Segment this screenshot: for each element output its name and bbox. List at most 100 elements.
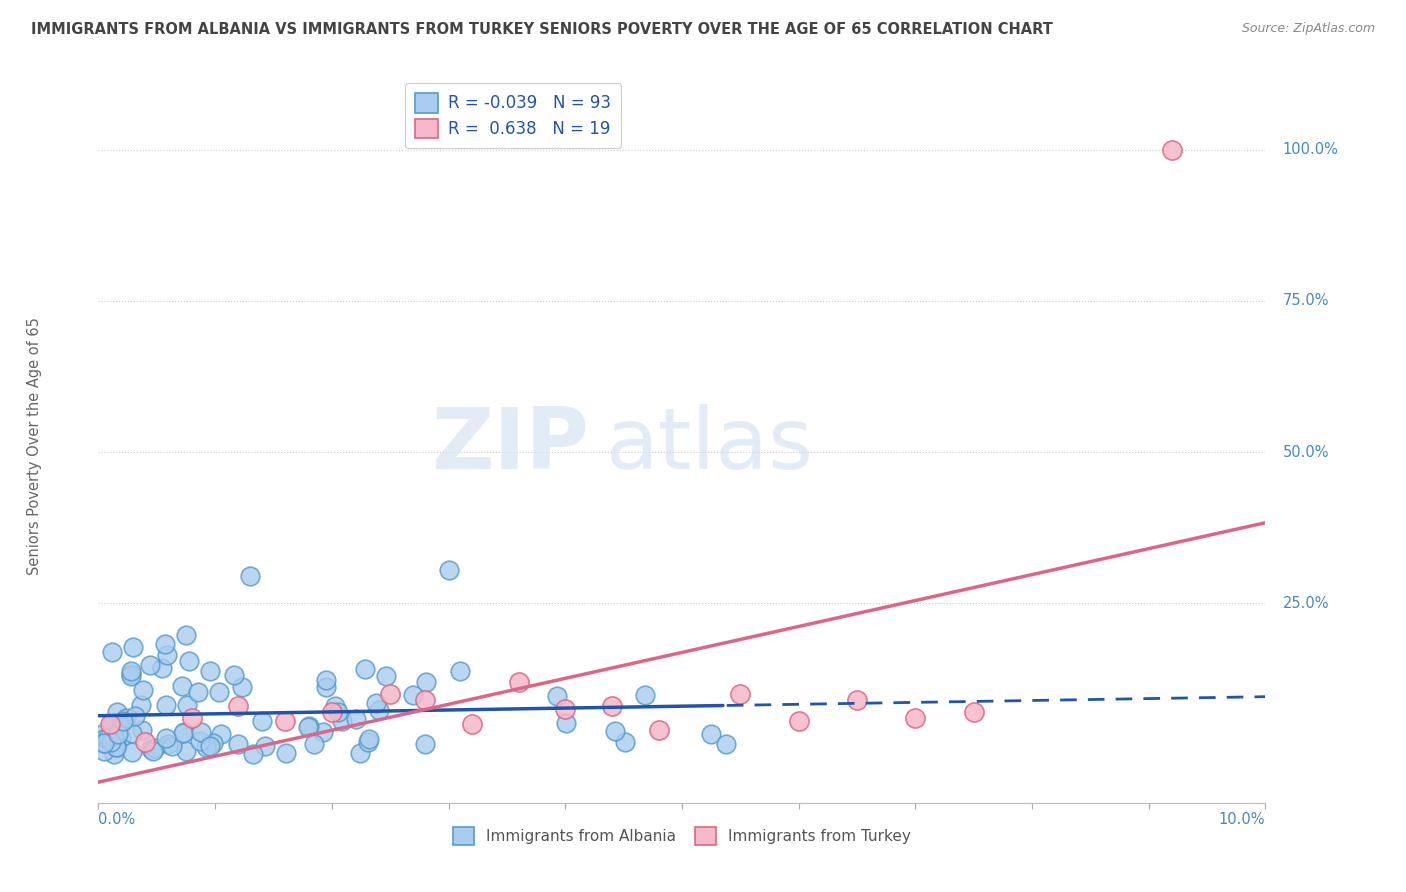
Legend: Immigrants from Albania, Immigrants from Turkey: Immigrants from Albania, Immigrants from…	[446, 820, 918, 852]
Point	[188, 733, 211, 747]
Point	[98, 717, 121, 731]
Point	[344, 712, 367, 726]
Point	[231, 680, 253, 694]
Point	[105, 739, 128, 754]
Point	[202, 736, 225, 750]
Text: 10.0%: 10.0%	[1219, 812, 1265, 827]
Point	[228, 699, 250, 714]
Point	[122, 640, 145, 654]
Point	[354, 663, 377, 677]
Point	[121, 726, 143, 740]
Point	[101, 717, 124, 731]
Point	[134, 735, 156, 749]
Point	[461, 717, 484, 731]
Text: atlas: atlas	[606, 404, 814, 488]
Point	[250, 714, 273, 728]
Text: IMMIGRANTS FROM ALBANIA VS IMMIGRANTS FROM TURKEY SENIORS POVERTY OVER THE AGE O: IMMIGRANTS FROM ALBANIA VS IMMIGRANTS FR…	[31, 22, 1053, 37]
Point	[120, 664, 142, 678]
Point	[97, 731, 120, 745]
Point	[449, 664, 471, 678]
Point	[93, 731, 115, 745]
Point	[298, 719, 321, 733]
Point	[129, 698, 152, 713]
Point	[222, 668, 245, 682]
Point	[304, 737, 326, 751]
Point	[328, 705, 350, 719]
Point	[323, 699, 346, 714]
Point	[153, 637, 176, 651]
Point	[787, 714, 810, 728]
Text: ZIP: ZIP	[430, 404, 589, 488]
Point	[730, 687, 752, 701]
Point	[115, 711, 138, 725]
Point	[180, 711, 202, 725]
Point	[402, 688, 425, 702]
Point	[103, 747, 125, 761]
Point	[276, 747, 298, 761]
Text: Seniors Poverty Over the Age of 65: Seniors Poverty Over the Age of 65	[27, 317, 42, 575]
Point	[131, 723, 153, 737]
Point	[349, 746, 371, 760]
Point	[274, 714, 297, 728]
Point	[904, 711, 927, 725]
Point	[330, 714, 353, 728]
Point	[93, 736, 115, 750]
Point	[375, 668, 398, 682]
Point	[111, 714, 134, 728]
Point	[603, 724, 626, 739]
Point	[100, 735, 122, 749]
Point	[254, 739, 277, 753]
Point	[142, 743, 165, 757]
Point	[155, 698, 177, 712]
Point	[187, 684, 209, 698]
Point	[138, 657, 160, 672]
Point	[174, 628, 197, 642]
Point	[107, 726, 129, 740]
Point	[380, 687, 402, 701]
Point	[93, 736, 115, 750]
Point	[634, 688, 657, 702]
Point	[93, 726, 115, 740]
Point	[614, 735, 637, 749]
Point	[162, 739, 184, 753]
Point	[155, 731, 177, 745]
Point	[174, 744, 197, 758]
Point	[700, 727, 723, 741]
Point	[198, 664, 221, 678]
Point	[554, 702, 576, 716]
Point	[143, 741, 166, 756]
Point	[208, 685, 231, 699]
Point	[242, 747, 264, 762]
Point	[321, 705, 343, 719]
Point	[104, 739, 127, 754]
Point	[364, 696, 387, 710]
Point	[156, 737, 179, 751]
Point	[110, 731, 132, 746]
Point	[600, 699, 623, 714]
Point	[226, 737, 249, 751]
Point	[200, 739, 222, 754]
Point	[121, 745, 143, 759]
Point	[508, 674, 530, 689]
Point	[177, 654, 200, 668]
Point	[156, 648, 179, 663]
Point	[103, 731, 125, 745]
Text: Source: ZipAtlas.com: Source: ZipAtlas.com	[1241, 22, 1375, 36]
Point	[315, 680, 337, 694]
Point	[311, 725, 333, 739]
Point	[172, 726, 194, 740]
Point	[173, 725, 195, 739]
Point	[195, 739, 218, 754]
Text: 100.0%: 100.0%	[1282, 142, 1339, 157]
Point	[315, 673, 337, 688]
Text: 50.0%: 50.0%	[1282, 444, 1330, 459]
Point	[555, 716, 578, 731]
Point	[437, 563, 460, 577]
Point	[413, 737, 436, 751]
Text: 0.0%: 0.0%	[98, 812, 135, 827]
Point	[357, 735, 380, 749]
Point	[100, 645, 122, 659]
Point	[108, 723, 131, 738]
Point	[209, 727, 232, 741]
Point	[846, 693, 869, 707]
